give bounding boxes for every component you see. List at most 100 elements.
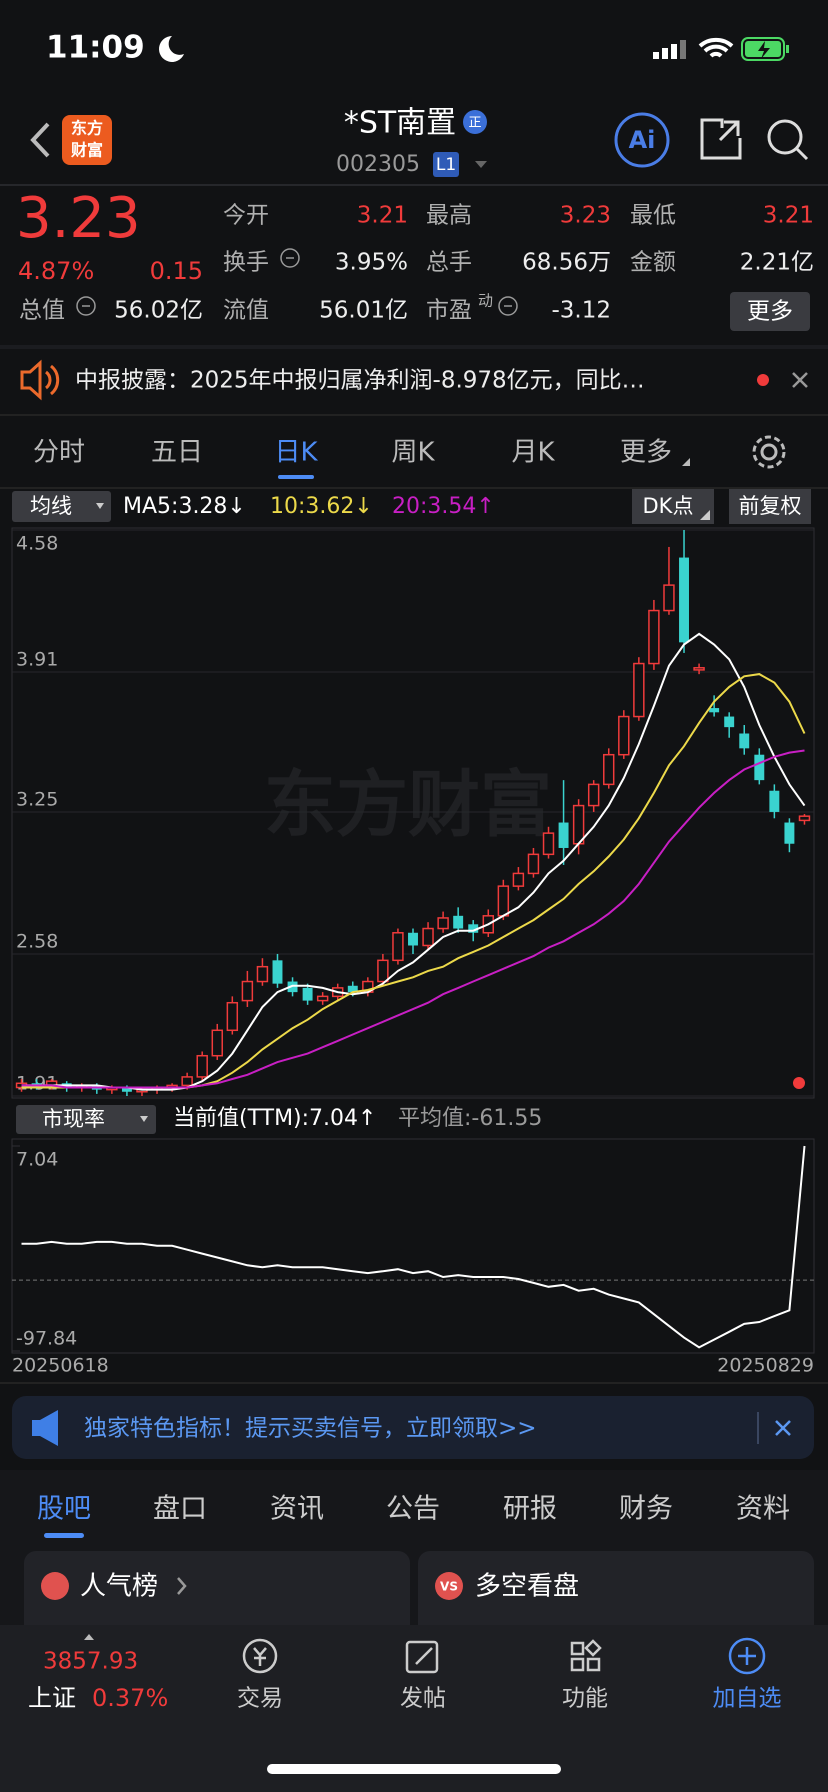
bottom-tab[interactable]: 公告	[386, 1494, 440, 1525]
more-button[interactable]	[730, 292, 810, 331]
stat-label: 今开	[223, 203, 269, 229]
candle-body	[648, 609, 660, 665]
candle-body	[196, 1054, 208, 1078]
candle-body	[437, 917, 449, 930]
logo-text: 财富	[70, 141, 103, 160]
period-tab[interactable]: 日K	[274, 438, 318, 468]
close-banner[interactable]	[775, 1420, 791, 1436]
candle-body	[316, 995, 329, 1002]
status-time: 11:09	[46, 30, 145, 66]
adjust-button[interactable]	[729, 489, 811, 524]
card[interactable]	[24, 1551, 410, 1641]
card[interactable]	[418, 1551, 814, 1641]
indicator-average: 平均值:-61.55	[398, 1106, 542, 1131]
stat-label: 金额	[630, 250, 676, 276]
chevron	[177, 1577, 187, 1595]
divider	[0, 487, 828, 489]
period-tab[interactable]: 月K	[511, 438, 555, 468]
dropdown-icon	[96, 503, 104, 509]
indicator-current: 当前值(TTM):7.04↑	[173, 1106, 376, 1131]
divider	[757, 1412, 759, 1444]
badge	[463, 110, 487, 134]
ai-button[interactable]	[614, 112, 670, 168]
bottom-tab[interactable]: 财务	[619, 1494, 673, 1525]
bottom-tab[interactable]: 资讯	[270, 1494, 324, 1525]
ma-selector[interactable]	[12, 491, 111, 522]
card-title: 多空看盘	[475, 1572, 579, 1602]
settings-icon[interactable]	[752, 435, 786, 469]
bottom-tab[interactable]: 盘口	[153, 1494, 207, 1525]
stat-label: 换手	[223, 250, 269, 276]
signal-dot	[793, 1077, 805, 1089]
candle-body	[603, 753, 615, 786]
dropdown-icon[interactable]	[475, 161, 487, 168]
y-tick-label: 4.58	[16, 533, 58, 555]
candle-body	[468, 924, 479, 933]
candle-body	[558, 822, 569, 848]
bottom-tab[interactable]: 股吧	[37, 1494, 91, 1525]
nav-item[interactable]: 交易	[237, 1686, 283, 1712]
legend-entry: MA5:3.28↓	[123, 494, 246, 519]
candle-body	[226, 1001, 239, 1032]
y-tick-label: 3.25	[16, 788, 58, 810]
stock-name: *ST南置	[344, 106, 456, 141]
card-title: 人气榜	[80, 1572, 158, 1602]
info-icon	[498, 296, 518, 316]
candle-body	[739, 733, 750, 749]
x-tick-label: 20250618	[12, 1355, 109, 1377]
notice-text[interactable]: 中报披露：2025年中报归属净利润-8.978亿元，同比…	[75, 368, 645, 394]
index-change: 0.37%	[92, 1684, 168, 1712]
tab-underline	[278, 475, 314, 479]
price-chart-frame	[11, 527, 815, 1099]
candle-body	[618, 715, 630, 756]
stat-label: 最高	[426, 203, 472, 229]
bottom-tab[interactable]: 资料	[736, 1494, 790, 1525]
period-tab[interactable]: 周K	[391, 438, 435, 468]
close-notice[interactable]	[792, 372, 808, 388]
app-logo	[62, 115, 112, 165]
ma-line	[21, 749, 805, 1089]
wifi-icon	[698, 37, 734, 58]
indicator-name: 市现率	[42, 1107, 105, 1131]
candle-body	[121, 1087, 132, 1092]
period-tab[interactable]: 更多	[620, 438, 672, 468]
stat-value: 68.56万	[522, 250, 611, 276]
stat-label: 总值	[19, 298, 65, 324]
stat-label: 最低	[630, 203, 676, 229]
change: 0.15	[150, 257, 203, 285]
share-button[interactable]	[700, 118, 742, 160]
candle-body	[31, 1083, 42, 1086]
battery-icon	[741, 37, 789, 61]
nav-icons	[242, 1638, 602, 1674]
back-button[interactable]	[30, 122, 50, 158]
bottom-tab[interactable]: 研报	[503, 1494, 557, 1525]
period-tab[interactable]: 五日	[151, 438, 203, 468]
indicator-line	[21, 1145, 806, 1349]
candle-body	[587, 783, 600, 807]
candle-body	[256, 965, 269, 983]
search-button[interactable]	[767, 119, 809, 161]
candle-body	[422, 927, 434, 947]
price: 3.23	[16, 186, 141, 251]
expand-icon	[84, 1634, 94, 1640]
nav-item[interactable]: 发帖	[400, 1686, 446, 1712]
level-badge	[433, 152, 459, 177]
nav-item[interactable]: 功能	[562, 1686, 608, 1712]
promo-banner[interactable]	[12, 1396, 814, 1459]
candle-body	[572, 804, 585, 845]
indicator-selector[interactable]	[16, 1105, 156, 1134]
ma-line	[21, 673, 806, 1089]
rank-icon	[41, 1572, 69, 1600]
x-tick-label: 20250829	[717, 1355, 814, 1377]
candle-body	[663, 584, 675, 612]
candle-body	[798, 815, 811, 822]
ma-line	[21, 632, 806, 1091]
period-tab[interactable]: 分时	[33, 438, 85, 468]
nav-item[interactable]: 加自选	[713, 1686, 782, 1712]
candle-body	[453, 915, 464, 929]
candle-body	[679, 557, 689, 643]
dk-button[interactable]	[632, 489, 714, 524]
stat-label: 流值	[223, 298, 269, 324]
stat-value: 3.95%	[335, 250, 408, 276]
